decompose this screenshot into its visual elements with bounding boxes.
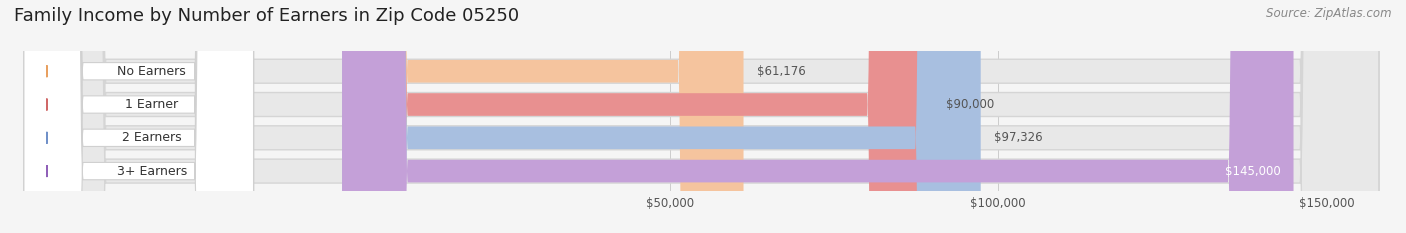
Text: 3+ Earners: 3+ Earners bbox=[117, 164, 187, 178]
Text: 1 Earner: 1 Earner bbox=[125, 98, 179, 111]
Text: $90,000: $90,000 bbox=[946, 98, 994, 111]
FancyBboxPatch shape bbox=[24, 0, 253, 233]
FancyBboxPatch shape bbox=[342, 0, 744, 233]
FancyBboxPatch shape bbox=[27, 0, 1379, 233]
FancyBboxPatch shape bbox=[24, 0, 253, 233]
FancyBboxPatch shape bbox=[342, 0, 981, 233]
FancyBboxPatch shape bbox=[27, 0, 1379, 233]
Text: No Earners: No Earners bbox=[118, 65, 186, 78]
FancyBboxPatch shape bbox=[24, 0, 253, 233]
FancyBboxPatch shape bbox=[27, 0, 1379, 233]
FancyBboxPatch shape bbox=[24, 0, 253, 233]
Text: $145,000: $145,000 bbox=[1225, 164, 1281, 178]
Text: Family Income by Number of Earners in Zip Code 05250: Family Income by Number of Earners in Zi… bbox=[14, 7, 519, 25]
Text: $97,326: $97,326 bbox=[994, 131, 1042, 144]
Text: $61,176: $61,176 bbox=[756, 65, 806, 78]
FancyBboxPatch shape bbox=[342, 0, 1294, 233]
FancyBboxPatch shape bbox=[342, 0, 932, 233]
Text: 2 Earners: 2 Earners bbox=[122, 131, 181, 144]
Text: Source: ZipAtlas.com: Source: ZipAtlas.com bbox=[1267, 7, 1392, 20]
FancyBboxPatch shape bbox=[27, 0, 1379, 233]
